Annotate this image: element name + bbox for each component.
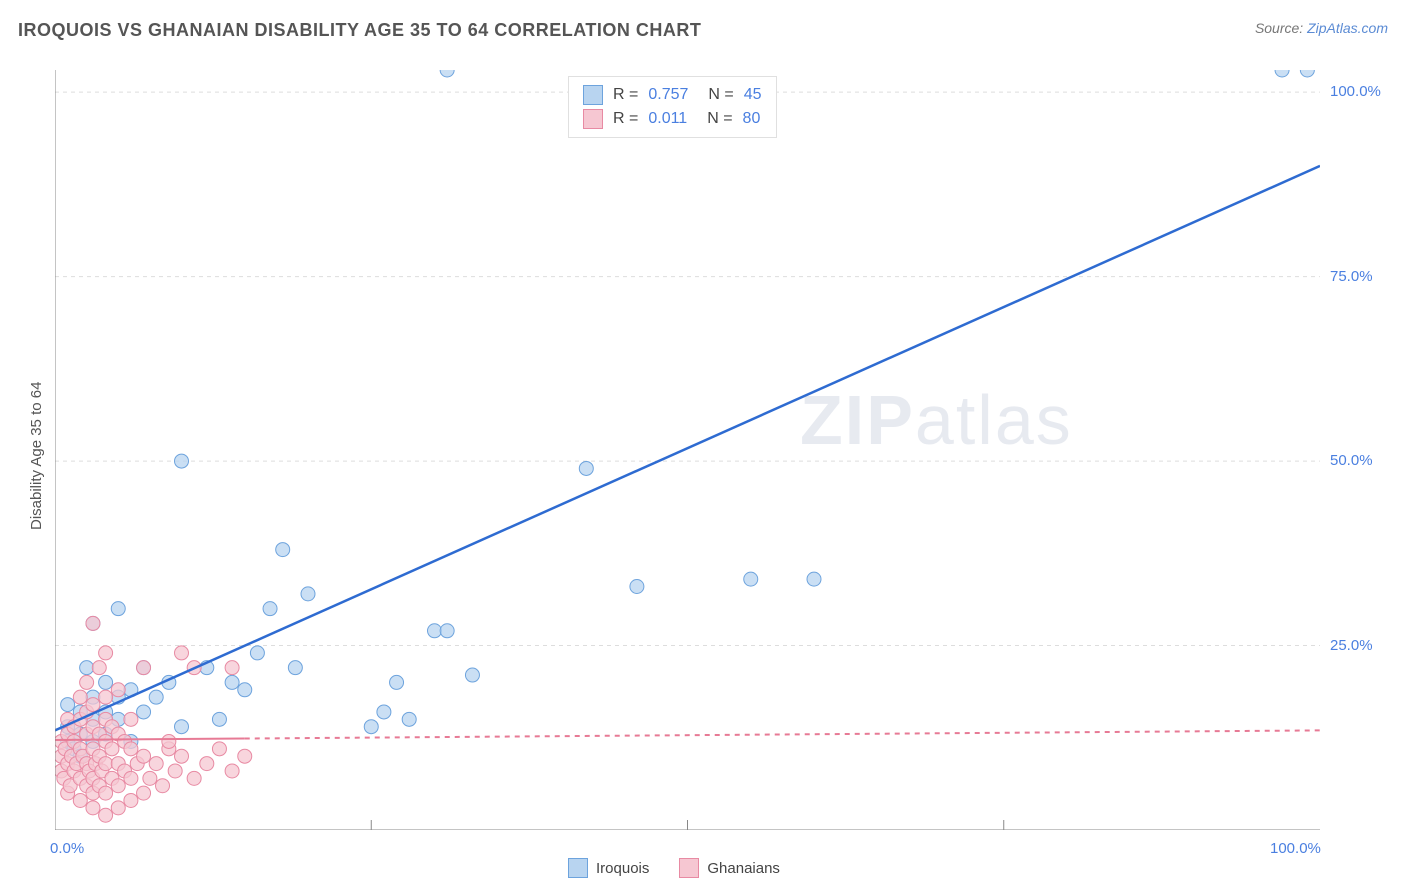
series-legend-label: Ghanaians: [707, 860, 780, 877]
series-legend-item: Ghanaians: [679, 858, 780, 878]
source-link[interactable]: ZipAtlas.com: [1307, 20, 1388, 36]
legend-n-value: 45: [744, 86, 762, 104]
legend-r-label: R =: [613, 110, 638, 128]
series-legend: Iroquois Ghanaians: [568, 858, 780, 878]
x-tick-label: 100.0%: [1270, 840, 1321, 857]
legend-swatch: [583, 85, 603, 105]
x-tick-label: 0.0%: [50, 840, 84, 857]
legend-swatch: [568, 858, 588, 878]
legend-r-label: R =: [613, 86, 638, 104]
chart-container: IROQUOIS VS GHANAIAN DISABILITY AGE 35 T…: [0, 0, 1406, 892]
legend-n-value: 80: [743, 110, 761, 128]
chart-title: IROQUOIS VS GHANAIAN DISABILITY AGE 35 T…: [18, 20, 701, 41]
legend-swatch: [583, 109, 603, 129]
y-tick-label: 75.0%: [1330, 268, 1373, 285]
legend-n-label: N =: [707, 110, 732, 128]
series-legend-label: Iroquois: [596, 860, 649, 877]
y-tick-label: 25.0%: [1330, 637, 1373, 654]
legend-swatch: [679, 858, 699, 878]
y-tick-label: 50.0%: [1330, 452, 1373, 469]
y-tick-label: 100.0%: [1330, 83, 1381, 100]
y-axis-label: Disability Age 35 to 64: [28, 382, 45, 530]
scatter-plot: [55, 70, 1320, 830]
legend-r-value: 0.011: [648, 110, 687, 128]
legend-row: R = 0.011 N = 80: [583, 107, 762, 131]
legend-row: R = 0.757 N = 45: [583, 83, 762, 107]
series-legend-item: Iroquois: [568, 858, 649, 878]
source-label: Source:: [1255, 20, 1303, 36]
source-attribution: Source: ZipAtlas.com: [1255, 20, 1388, 36]
legend-r-value: 0.757: [648, 86, 688, 104]
correlation-legend: R = 0.757 N = 45 R = 0.011 N = 80: [568, 76, 777, 138]
legend-n-label: N =: [708, 86, 733, 104]
